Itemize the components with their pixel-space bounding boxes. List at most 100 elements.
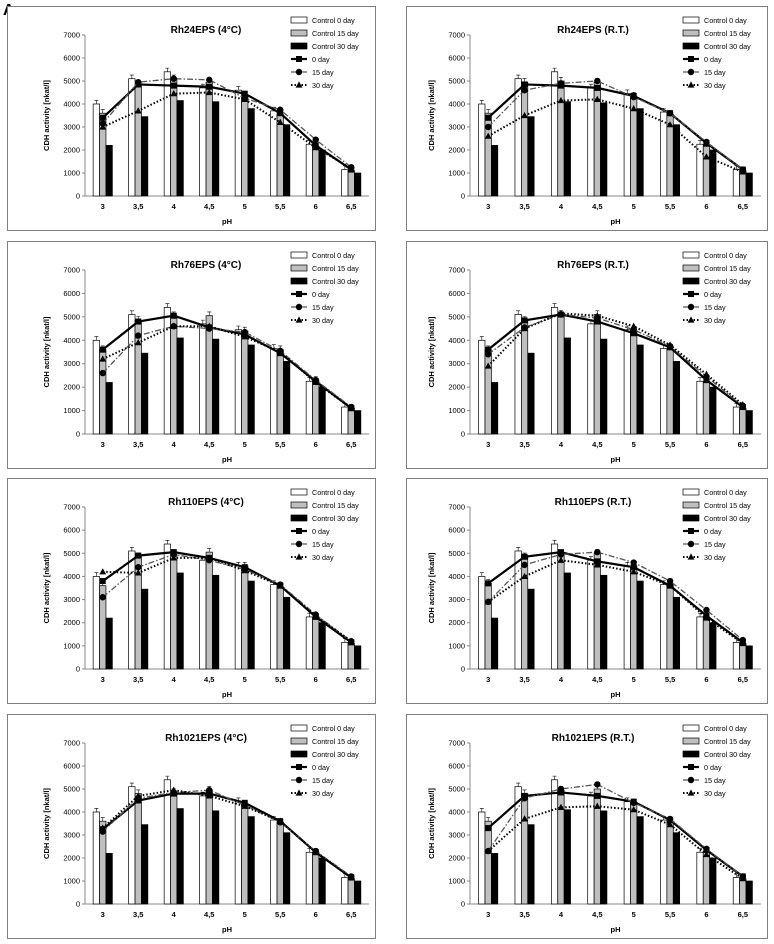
bar (163, 543, 171, 670)
x-axis: 3 3,5 4 4,5 5 5,5 6 6,5 (85, 433, 369, 449)
bar (745, 172, 753, 197)
bar (354, 645, 362, 670)
bar (305, 143, 313, 197)
bar (672, 361, 681, 435)
data-point (347, 873, 355, 881)
y-tick-label: 3000 (63, 831, 80, 840)
x-tick-label: 5 (243, 675, 247, 684)
bar (702, 380, 710, 435)
data-point (485, 580, 492, 587)
y-axis-label: CDH activity [nkat/l] (42, 316, 51, 387)
data-point (205, 88, 213, 96)
data-point (205, 792, 213, 799)
bar-series (105, 808, 362, 905)
bar (305, 380, 313, 435)
bar (283, 596, 291, 670)
data-point (666, 341, 674, 348)
x-axis: 3 3,5 4 4,5 5 5,5 6 6,5 (85, 668, 369, 684)
error-bar (100, 109, 105, 114)
y-tick-label: 7000 (63, 31, 80, 40)
bar (199, 559, 207, 670)
y-tick-label: 4000 (63, 100, 80, 109)
x-tick-label: 4,5 (204, 910, 214, 919)
legend-label: Control 0 day (704, 251, 747, 260)
data-point (557, 551, 565, 558)
series-line (487, 313, 744, 408)
y-tick-label: 7000 (63, 503, 80, 512)
bar (739, 407, 747, 435)
bar (128, 78, 136, 197)
y-tick-label: 0 (461, 430, 465, 439)
y-tick-label: 4000 (63, 336, 80, 345)
legend-label: Control 0 day (312, 488, 355, 497)
legend-swatch (290, 501, 308, 509)
legend-swatch (290, 16, 308, 24)
x-tick-label: 6 (314, 440, 318, 449)
bar (105, 145, 113, 197)
x-tick-label: 6 (704, 675, 708, 684)
data-point (666, 582, 674, 589)
bar (247, 344, 255, 435)
series-line (102, 91, 352, 170)
legend-label: 0 day (312, 763, 330, 772)
chart-svg: Rh24EPS (4°C) CDH activity [nkat/l] 0 1000 2… (42, 16, 369, 226)
legend-label: 30 day (704, 553, 726, 562)
bar (170, 78, 178, 197)
y-axis: 0 1000 2000 3000 4000 5000 6000 7000 (448, 739, 471, 909)
series-line (487, 551, 744, 641)
legend-swatch (290, 724, 308, 732)
bar (283, 124, 291, 197)
legend-swatch (682, 501, 700, 509)
x-tick-label: 4,5 (592, 440, 602, 449)
legend-swatch (682, 737, 700, 745)
data-point (205, 322, 213, 329)
data-point (630, 330, 637, 337)
bar (354, 880, 362, 905)
bar (491, 145, 499, 197)
data-point (557, 785, 565, 793)
data-point (99, 369, 106, 377)
x-tick-label: 6 (314, 202, 318, 211)
bar (241, 330, 249, 435)
x-tick-label: 6,5 (346, 440, 356, 449)
y-tick-label: 0 (461, 900, 465, 909)
bar (283, 361, 291, 435)
legend-swatch (682, 724, 700, 732)
legend-marker (687, 303, 695, 311)
line-series (484, 309, 747, 408)
bar (134, 793, 142, 905)
y-tick-label: 2000 (63, 146, 80, 155)
x-tick-label: 4,5 (592, 910, 602, 919)
bar (270, 348, 278, 435)
error-bar (698, 140, 703, 145)
y-tick-label: 5000 (63, 77, 80, 86)
legend-swatch (290, 750, 308, 758)
bar (587, 87, 595, 197)
x-tick-label: 3 (486, 440, 490, 449)
y-tick-label: 5000 (448, 785, 465, 794)
data-point (347, 637, 355, 644)
series-line (487, 80, 744, 171)
error-bar (552, 67, 557, 72)
bar (312, 616, 320, 670)
series-line (102, 325, 352, 410)
chart-panel-rh76eps-rt: Rh76EPS (R.T.) CDH activity [nkat/l] 0 1000… (406, 241, 768, 469)
bar (672, 596, 681, 670)
y-axis-label: CDH activity [nkat/l] (42, 788, 51, 859)
chart-svg: Rh76EPS (R.T.) CDH activity [nkat/l] 0 1000… (427, 251, 761, 464)
data-point (666, 110, 674, 117)
legend-label: 15 day (704, 68, 726, 77)
x-tick-label: 4 (172, 675, 177, 684)
x-tick-label: 3,5 (133, 440, 143, 449)
y-tick-label: 4000 (448, 808, 465, 817)
bar (521, 793, 529, 905)
bar (347, 170, 355, 197)
data-point (557, 803, 565, 810)
error-bar (486, 817, 491, 822)
legend-label: 15 day (312, 303, 334, 312)
bar (270, 110, 278, 197)
bar (92, 339, 100, 435)
data-point (347, 164, 355, 171)
y-axis-label: CDH activity [nkat/l] (427, 788, 436, 859)
bar (696, 616, 704, 670)
